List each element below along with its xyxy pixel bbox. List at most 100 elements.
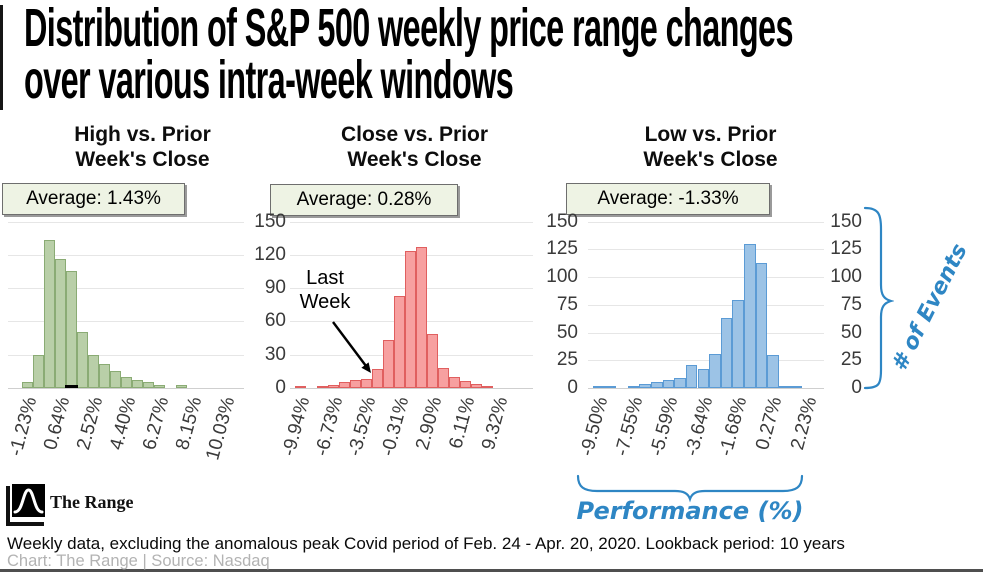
page-title-line1: Distribution of S&P 500 weekly price ran…	[24, 0, 793, 58]
histogram-bar	[709, 354, 721, 388]
histogram-bar	[176, 385, 187, 388]
right-y-tick-label: 125	[830, 238, 862, 260]
chart3-average-box: Average: -1.33%	[566, 183, 770, 215]
y-axis-label: # of Events	[887, 239, 973, 376]
histogram-bar	[743, 244, 756, 388]
histogram-bar	[674, 378, 686, 388]
page-title: Distribution of S&P 500 weekly price ran…	[24, 0, 793, 110]
y-tick-label: 50	[556, 321, 578, 343]
right-y-tick-label: 50	[840, 321, 862, 343]
gridline	[8, 321, 244, 323]
histogram-bar	[732, 300, 744, 388]
right-y-tick-label: 75	[840, 293, 862, 315]
histogram-bar	[471, 384, 482, 388]
gridline	[8, 221, 244, 223]
chart3-average-value: Average: -1.33%	[597, 188, 739, 209]
histogram-bar	[143, 382, 154, 388]
histogram-bar	[593, 386, 605, 388]
histogram-bar	[88, 355, 99, 388]
histogram-bar	[132, 380, 143, 388]
histogram-bar	[33, 355, 44, 388]
footnote: Weekly data, excluding the anomalous pea…	[7, 534, 845, 553]
x-axis-line	[8, 388, 244, 389]
right-y-tick-label: 25	[840, 349, 862, 371]
histogram-bar	[328, 385, 339, 388]
histogram-bar	[394, 296, 405, 388]
right-y-tick-label: 0	[851, 377, 862, 398]
logo-axis-vertical	[6, 486, 10, 526]
histogram-bar	[339, 382, 350, 388]
x-axis-line	[290, 388, 533, 389]
last-week-annotation: Last Week	[285, 266, 365, 314]
x-tick-label: 2.23%	[787, 394, 822, 453]
credit-line: Chart: The Range | Source: Nasdaq	[7, 552, 270, 570]
histogram-bar	[383, 340, 394, 388]
logo: The Range	[6, 482, 206, 528]
gridline	[588, 221, 824, 223]
logo-text: The Range	[50, 492, 134, 512]
chart2-title-line1: Close vs. Prior	[340, 123, 489, 146]
chart2-average-box: Average: 0.28%	[270, 184, 458, 216]
histogram-bar	[449, 377, 460, 388]
histogram-bar	[416, 247, 427, 388]
right-y-tick-label: 150	[830, 210, 862, 232]
chart1-title: High vs. Prior Week's Close	[40, 122, 245, 172]
chart1-average-box: Average: 1.43%	[2, 183, 185, 215]
y-tick-label: 125	[546, 238, 578, 260]
y-tick-label: 60	[264, 310, 286, 332]
histogram-bar	[438, 368, 449, 388]
gridline	[8, 288, 244, 290]
y-tick-label: 100	[546, 266, 578, 287]
histogram-bar	[639, 384, 652, 388]
right-y-tick-label: 100	[830, 266, 862, 287]
histogram-bar	[651, 382, 663, 388]
y-tick-label: 25	[556, 349, 578, 371]
histogram-bar	[372, 369, 383, 388]
chart2-title: Close vs. Prior Week's Close	[312, 122, 517, 172]
chart2-title-line2: Week's Close	[347, 148, 482, 171]
gridline	[588, 277, 824, 278]
gridline	[588, 304, 824, 306]
histogram-bar	[44, 240, 55, 388]
histogram-bar	[110, 371, 121, 388]
page-title-line2: over various intra-week windows	[24, 50, 514, 110]
histogram-bar	[427, 334, 438, 388]
bell-curve-icon	[12, 484, 45, 517]
histogram-bar	[77, 332, 88, 388]
x-axis-label: Performance (%)	[576, 497, 804, 525]
logo-axis-horizontal	[6, 522, 44, 526]
histogram-bar	[121, 377, 132, 388]
histogram-bar	[405, 251, 416, 388]
last-week-line2: Week	[299, 291, 351, 313]
y-tick-label: 120	[254, 243, 286, 265]
y-tick-label: 0	[275, 377, 286, 398]
y-tick-label: 150	[546, 210, 578, 232]
last-week-arrow	[332, 321, 371, 373]
chart3-title: Low vs. Prior Week's Close	[608, 122, 813, 172]
histogram-bar	[604, 386, 617, 388]
histogram-bar	[154, 385, 165, 388]
gridline	[588, 249, 824, 251]
x-tick-label: -9.50%	[576, 394, 613, 459]
chart1-title-line2: Week's Close	[75, 148, 210, 171]
histogram-bar	[482, 386, 493, 388]
x-tick-label: -7.55%	[611, 394, 648, 459]
gridline	[290, 221, 533, 223]
histogram-bar	[778, 386, 791, 388]
histogram-bar	[685, 365, 698, 388]
histogram-bar	[55, 259, 66, 388]
histogram-bar	[697, 369, 710, 388]
histogram-bar	[627, 386, 640, 388]
chart3-title-line1: Low vs. Prior	[644, 123, 777, 146]
histogram-bar	[767, 355, 779, 388]
histogram-bar	[460, 381, 471, 388]
histogram-bar	[790, 386, 802, 388]
y-tick-label: 75	[556, 293, 578, 315]
x-tick-label: 0.27%	[752, 394, 787, 453]
histogram-bar	[295, 386, 306, 388]
gridline	[8, 254, 244, 256]
histogram-bar	[361, 379, 372, 388]
chart3-title-line2: Week's Close	[643, 148, 778, 171]
performance-brace	[576, 474, 804, 503]
gridline	[588, 332, 824, 334]
